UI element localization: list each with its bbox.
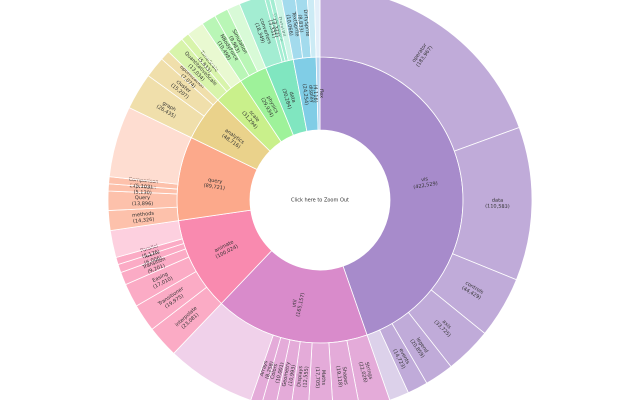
segment-label: data(110,583) <box>485 198 510 210</box>
segment-value: (8,258) <box>264 361 275 380</box>
segment-label: Geometry(10,993) <box>281 362 298 388</box>
segment-value: (89,721) <box>203 183 225 192</box>
segment-label: Query(13,896) <box>132 195 153 207</box>
segment-name: data <box>288 91 297 104</box>
segment-label: Tween(6,006) <box>142 250 163 267</box>
segment-name: methods <box>132 211 155 219</box>
segment-value: (422,529) <box>413 181 438 191</box>
segment-value: (3,331) <box>266 20 276 39</box>
segment-label: TextSprite(10,066) <box>285 10 300 37</box>
segment-name: flex <box>318 89 324 98</box>
segment-value: (24,254) <box>301 84 309 106</box>
segment-value: (110,583) <box>485 204 510 210</box>
outer-segment-rest <box>314 0 321 58</box>
segment-label: Expression(5,130) <box>129 183 156 196</box>
segment-name: Query <box>135 195 150 201</box>
segment-label: Arrays(8,258) <box>259 360 276 380</box>
segment-name: Geometry <box>281 362 291 388</box>
segment-value: (5,130) <box>133 189 152 196</box>
segment-label: Maths(17,705) <box>314 367 326 388</box>
segment-label: Comparison(5,103) <box>128 177 158 191</box>
segment-name: DataUtil <box>276 16 287 37</box>
segment-label: Colors(10,001) <box>270 362 286 384</box>
segment-value: (6,006) <box>144 255 163 267</box>
segment-name: Maths <box>320 370 326 386</box>
segment-name: vis <box>421 176 429 183</box>
segment-value: (10,001) <box>275 362 286 384</box>
segment-label: data(30,284) <box>280 88 297 110</box>
segment-label: DirtySprite(8,833) <box>296 9 310 36</box>
segment-name: query <box>208 177 223 185</box>
segment-name: util <box>291 299 299 308</box>
center-button[interactable] <box>250 130 390 270</box>
segment-value: (8,833) <box>296 14 304 33</box>
segment-value: (3,322) <box>270 19 280 38</box>
segment-label: Displays(12,555) <box>296 365 310 388</box>
segment-label: DataUtil(3,322) <box>270 16 287 38</box>
segment-name: Displays <box>296 365 304 387</box>
segment-name: Parallel <box>140 243 159 254</box>
segment-value: (4,116) <box>312 84 318 102</box>
segment-value: (5,176) <box>141 249 160 260</box>
segment-label: display(24,254) <box>301 84 315 106</box>
segment-label: Parallel(5,176) <box>140 243 161 260</box>
segment-name: Comparison <box>128 177 158 186</box>
segment-value: (5,103) <box>134 183 153 191</box>
segment-name: data <box>492 198 503 204</box>
segment-value: (17,705) <box>314 367 320 388</box>
segment-label: vis(422,529) <box>413 176 438 191</box>
segment-name: DirtySprite <box>302 9 310 36</box>
segment-label: flex(4,116) <box>312 84 324 102</box>
segment-value: (10,993) <box>288 364 298 386</box>
segment-name: Colors <box>270 363 280 380</box>
segment-value: (12,555) <box>302 366 310 388</box>
segment-value: (30,284) <box>280 88 292 110</box>
segment-name: Tween <box>142 250 160 261</box>
segment-name: Shapes <box>341 366 349 385</box>
center-label[interactable]: Click here to Zoom Out <box>291 198 349 204</box>
segment-value: (10,066) <box>285 14 294 36</box>
segment-value: (13,896) <box>132 201 153 207</box>
segment-name: Arrays <box>259 360 270 378</box>
segment-value: (22,026) <box>357 361 368 383</box>
segment-name: TextSprite <box>290 10 300 37</box>
segment-value: (165,157) <box>295 292 306 317</box>
segment-label: util(165,157) <box>291 292 306 317</box>
segment-name: axis <box>441 319 453 331</box>
segment-name: Expression <box>129 183 156 191</box>
segment-name: display <box>307 85 315 103</box>
segment-label: methods(14,326) <box>132 211 155 225</box>
segment-label: Strings(22,026) <box>357 361 374 383</box>
segment-label: Shapes(19,118) <box>334 366 349 388</box>
segment-name: Strings <box>363 362 373 381</box>
segment-value: (14,326) <box>133 217 155 225</box>
segment-value: (19,118) <box>334 366 343 388</box>
segment-label: query(89,721) <box>203 177 225 192</box>
